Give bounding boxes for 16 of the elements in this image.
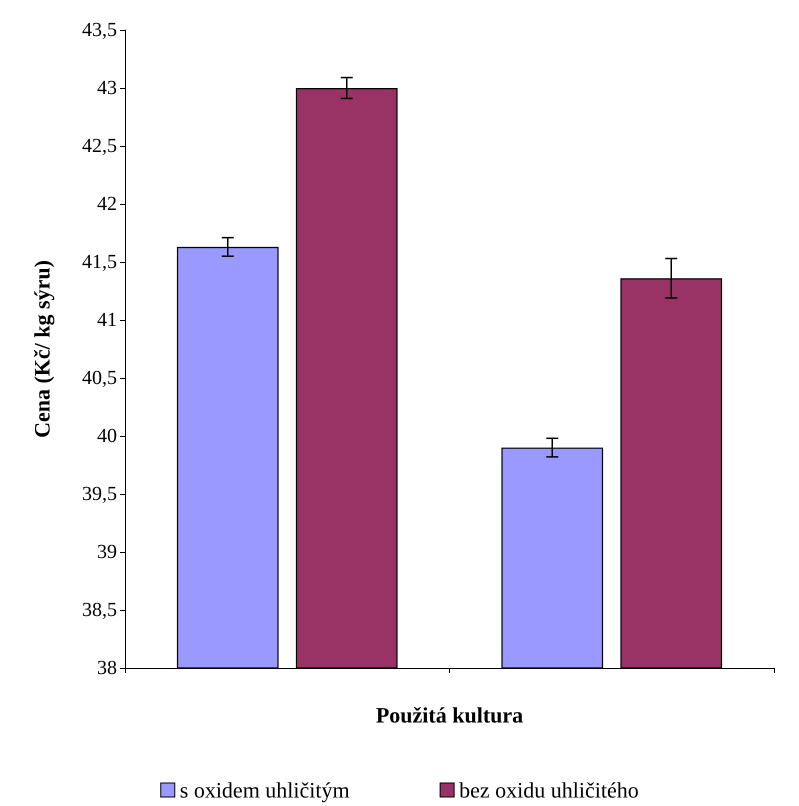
y-tick-label: 38 (97, 657, 117, 679)
legend-label: bez oxidu uhličitého (459, 778, 639, 802)
y-tick-label: 43,5 (82, 19, 117, 41)
y-tick-label: 39,5 (82, 483, 117, 505)
y-tick-label: 38,5 (82, 599, 117, 621)
y-tick-label: 42,5 (82, 135, 117, 157)
y-tick-label: 41,5 (82, 251, 117, 273)
legend-label: s oxidem uhličitým (180, 778, 350, 802)
y-axis-title: Cena (Kč/ kg sýru) (30, 260, 54, 438)
y-tick-label: 40 (97, 425, 117, 447)
y-tick-label: 39 (97, 541, 117, 563)
y-tick-label: 42 (97, 193, 117, 215)
y-tick-label: 43 (97, 77, 117, 99)
x-axis-title: Použitá kultura (376, 702, 524, 728)
y-tick-label: 41 (97, 309, 117, 331)
y-tick-label: 40,5 (82, 367, 117, 389)
